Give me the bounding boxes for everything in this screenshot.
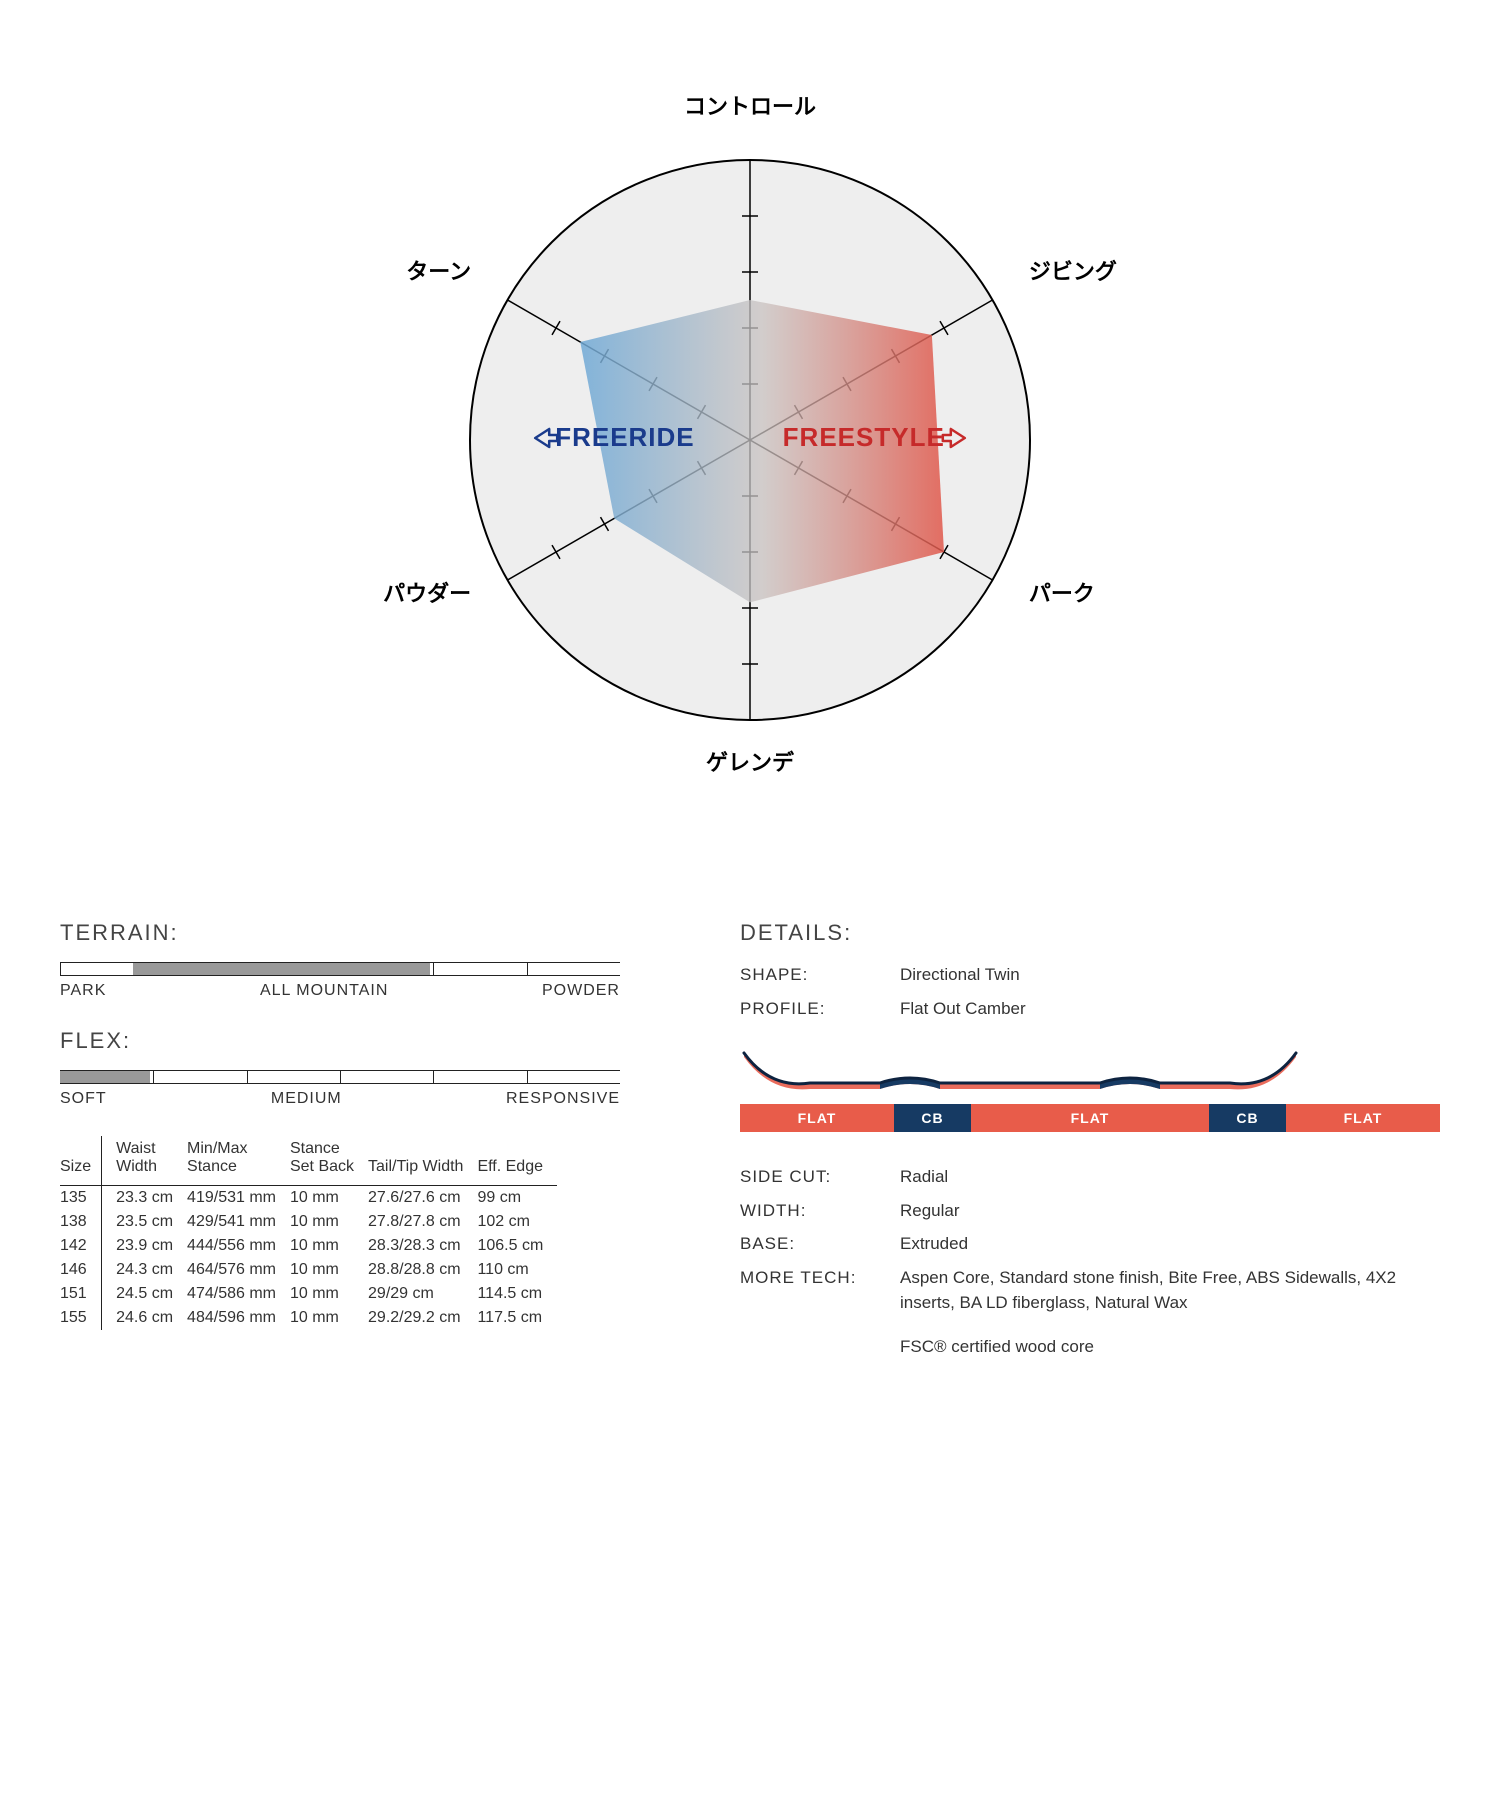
svg-text:ジビング: ジビング xyxy=(1029,259,1117,284)
table-row: 13523.3 cm419/531 mm10 mm27.6/27.6 cm99 … xyxy=(60,1185,557,1210)
detail-row: SIDE CUT:Radial xyxy=(740,1164,1440,1190)
flex-label-center: MEDIUM xyxy=(271,1090,342,1108)
table-row: 15524.6 cm484/596 mm10 mm29.2/29.2 cm117… xyxy=(60,1306,557,1330)
spec-table: SizeWaistWidthMin/MaxStanceStanceSet Bac… xyxy=(60,1136,557,1330)
profile-segment: CB xyxy=(894,1104,971,1132)
flex-labels: SOFT MEDIUM RESPONSIVE xyxy=(60,1090,620,1108)
table-row: 14223.9 cm444/556 mm10 mm28.3/28.3 cm106… xyxy=(60,1234,557,1258)
profile-segments: FLATCBFLATCBFLAT xyxy=(740,1104,1440,1132)
svg-text:パウダー: パウダー xyxy=(383,581,471,606)
detail-label: SHAPE: xyxy=(740,962,900,988)
profile-segment: FLAT xyxy=(1286,1104,1440,1132)
terrain-label-left: PARK xyxy=(60,982,106,1000)
flex-scale xyxy=(60,1070,620,1084)
spec-col-header: StanceSet Back xyxy=(290,1136,368,1185)
terrain-labels: PARK ALL MOUNTAIN POWDER xyxy=(60,982,620,1000)
detail-value: Directional Twin xyxy=(900,962,1440,988)
details-top: SHAPE:Directional TwinPROFILE:Flat Out C… xyxy=(740,962,1440,1021)
detail-label: SIDE CUT: xyxy=(740,1164,900,1190)
table-row: 14624.3 cm464/576 mm10 mm28.8/28.8 cm110… xyxy=(60,1258,557,1282)
info-columns: TERRAIN: PARK ALL MOUNTAIN POWDER FLEX: … xyxy=(60,920,1440,1367)
terrain-scale xyxy=(60,962,620,976)
spec-col-header: WaistWidth xyxy=(102,1136,187,1185)
table-row: 13823.5 cm429/541 mm10 mm27.8/27.8 cm102… xyxy=(60,1210,557,1234)
details-footnote: FSC® certified wood core xyxy=(900,1334,1440,1360)
details-bottom: SIDE CUT:RadialWIDTH:RegularBASE:Extrude… xyxy=(740,1164,1440,1316)
svg-text:ターン: ターン xyxy=(406,259,471,284)
svg-text:パーク: パーク xyxy=(1029,581,1095,606)
detail-row: PROFILE:Flat Out Camber xyxy=(740,996,1440,1022)
left-column: TERRAIN: PARK ALL MOUNTAIN POWDER FLEX: … xyxy=(60,920,620,1367)
detail-row: MORE TECH:Aspen Core, Standard stone fin… xyxy=(740,1265,1440,1316)
detail-value: Extruded xyxy=(900,1231,1440,1257)
detail-value: Regular xyxy=(900,1198,1440,1224)
terrain-label-center: ALL MOUNTAIN xyxy=(260,982,388,1000)
profile-diagram: FLATCBFLATCBFLAT xyxy=(740,1049,1440,1132)
svg-text:FREERIDE: FREERIDE xyxy=(555,422,694,452)
flex-label-left: SOFT xyxy=(60,1090,107,1108)
profile-segment: CB xyxy=(1209,1104,1286,1132)
terrain-heading: TERRAIN: xyxy=(60,920,620,946)
profile-segment: FLAT xyxy=(740,1104,894,1132)
details-heading: DETAILS: xyxy=(740,920,1440,946)
table-row: 15124.5 cm474/586 mm10 mm29/29 cm114.5 c… xyxy=(60,1282,557,1306)
detail-label: WIDTH: xyxy=(740,1198,900,1224)
detail-label: BASE: xyxy=(740,1231,900,1257)
detail-row: SHAPE:Directional Twin xyxy=(740,962,1440,988)
detail-label: PROFILE: xyxy=(740,996,900,1022)
svg-text:コントロール: コントロール xyxy=(684,94,816,119)
profile-curve xyxy=(740,1049,1300,1093)
spec-col-header: Size xyxy=(60,1136,102,1185)
radar-chart: コントロールジビングパークゲレンデ パウダー ターン FREERIDE FREESTYL… xyxy=(350,40,1150,840)
flex-heading: FLEX: xyxy=(60,1028,620,1054)
detail-value: Aspen Core, Standard stone finish, Bite … xyxy=(900,1265,1440,1316)
profile-segment: FLAT xyxy=(971,1104,1209,1132)
detail-row: BASE:Extruded xyxy=(740,1231,1440,1257)
detail-value: Flat Out Camber xyxy=(900,996,1440,1022)
detail-label: MORE TECH: xyxy=(740,1265,900,1316)
radar-chart-container: コントロールジビングパークゲレンデ パウダー ターン FREERIDE FREESTYL… xyxy=(60,40,1440,840)
spec-col-header: Eff. Edge xyxy=(477,1136,557,1185)
terrain-label-right: POWDER xyxy=(542,982,620,1000)
right-column: DETAILS: SHAPE:Directional TwinPROFILE:F… xyxy=(740,920,1440,1367)
spec-col-header: Tail/Tip Width xyxy=(368,1136,477,1185)
spec-col-header: Min/MaxStance xyxy=(187,1136,290,1185)
detail-row: WIDTH:Regular xyxy=(740,1198,1440,1224)
details-footnote-row: FSC® certified wood core xyxy=(740,1334,1440,1360)
svg-text:ゲレンデ: ゲレンデ xyxy=(706,750,795,775)
detail-value: Radial xyxy=(900,1164,1440,1190)
svg-text:FREESTYLE: FREESTYLE xyxy=(783,422,945,452)
flex-label-right: RESPONSIVE xyxy=(506,1090,620,1108)
